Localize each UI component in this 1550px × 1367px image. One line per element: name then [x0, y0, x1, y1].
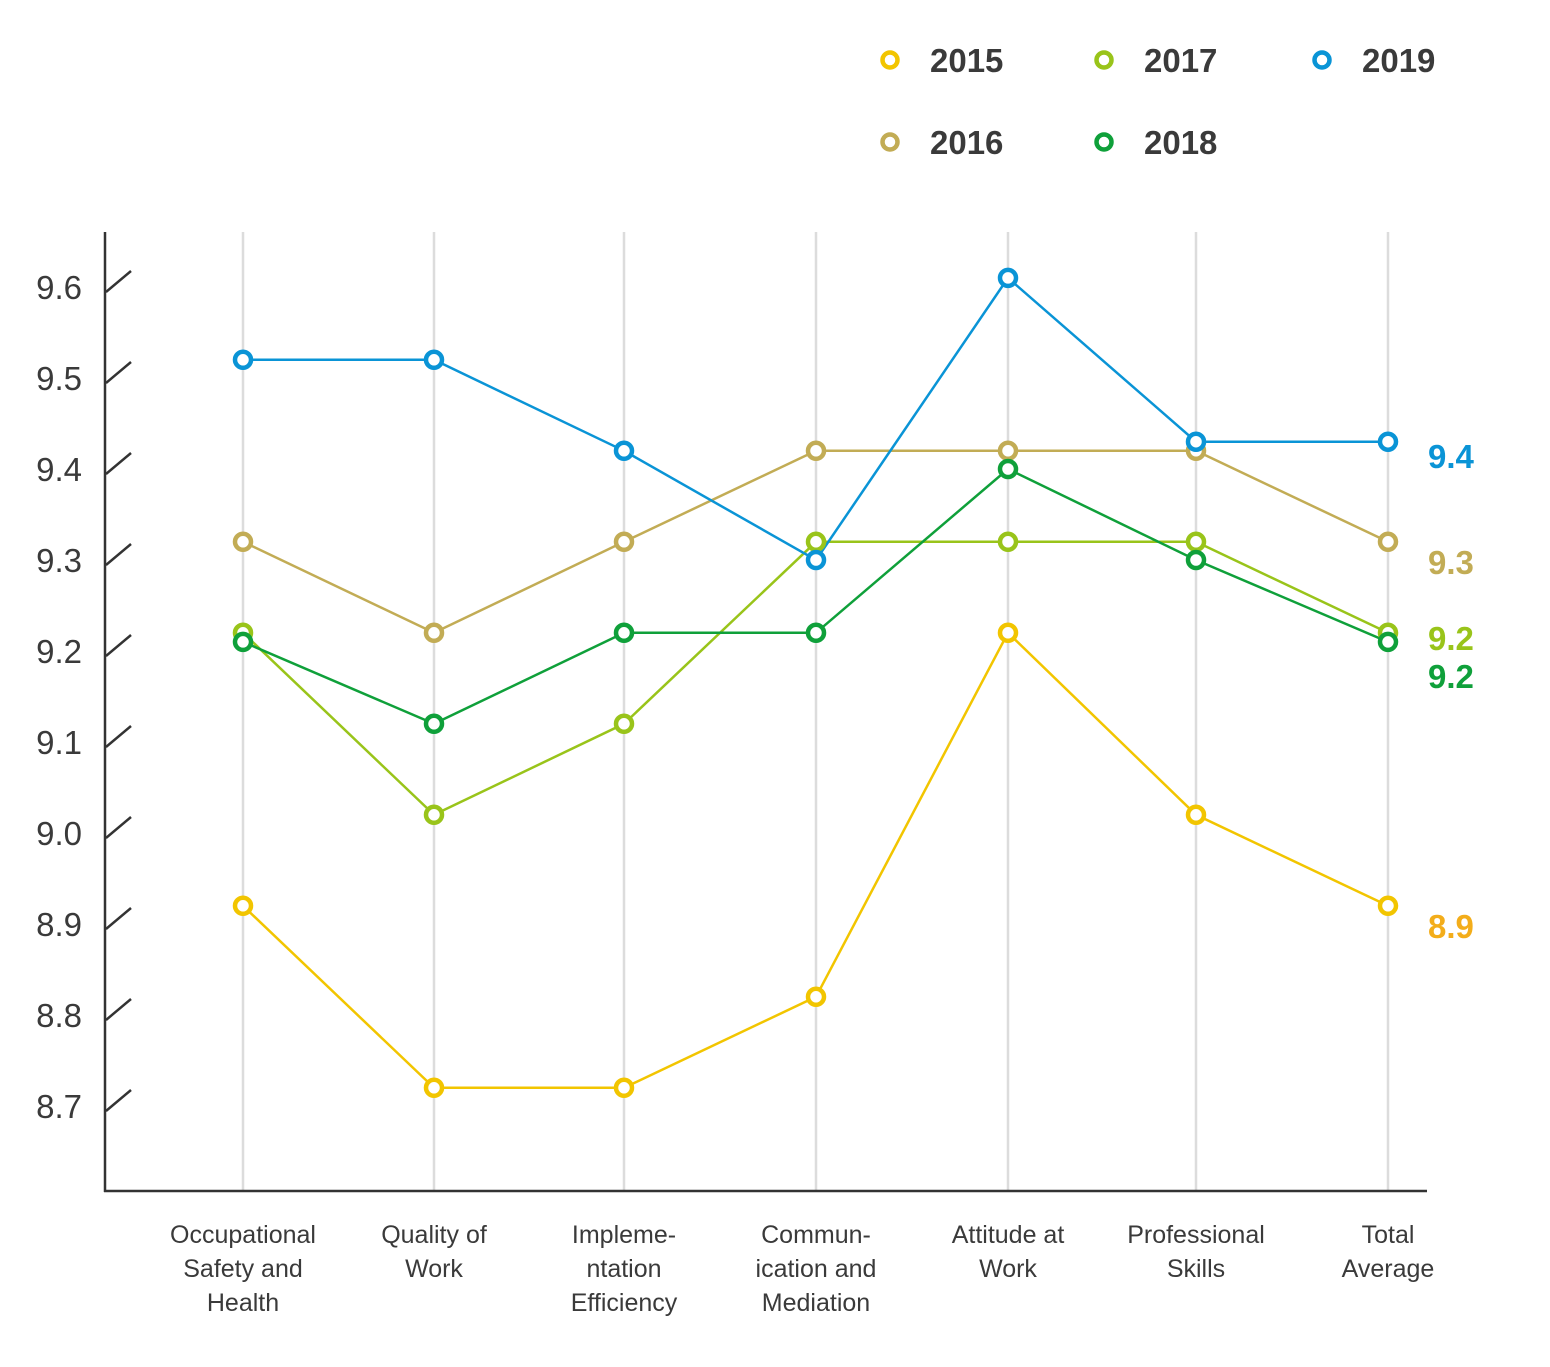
x-category-label-line: Work — [979, 1255, 1037, 1283]
legend-marker-2019 — [1312, 50, 1332, 70]
data-point-2016 — [1377, 531, 1399, 553]
end-label-2018: 9.2 — [1428, 658, 1474, 695]
data-point-2017 — [613, 713, 635, 735]
y-tick-mark — [105, 361, 132, 384]
y-tick-label: 9.2 — [36, 633, 82, 670]
x-category-label-line: Average — [1342, 1255, 1435, 1283]
data-point-2018 — [997, 458, 1019, 480]
data-point-2017 — [805, 531, 827, 553]
data-point-2016 — [232, 531, 254, 553]
data-point-2019 — [997, 267, 1019, 289]
end-label-2015: 8.9 — [1428, 908, 1474, 945]
axes — [103, 232, 1427, 1193]
x-category-label-line: Impleme- — [572, 1221, 676, 1249]
data-point-2018 — [423, 713, 445, 735]
data-point-2019 — [613, 440, 635, 462]
legend-label-2015: 2015 — [930, 42, 1003, 79]
data-point-2019 — [232, 349, 254, 371]
data-point-2018 — [1185, 549, 1207, 571]
y-tick-label: 9.6 — [36, 269, 82, 306]
data-point-2015 — [805, 986, 827, 1008]
x-category-label: Impleme-ntation Efficiency — [571, 1221, 678, 1317]
legend-label-2017: 2017 — [1144, 42, 1217, 79]
data-point-2018 — [232, 631, 254, 653]
x-category-label-line: Occupational — [170, 1221, 316, 1249]
y-axis-ticks: 8.7 8.8 8.9 9.0 9.1 9.2 9.3 9.4 9.5 9.6 — [36, 269, 132, 1125]
y-tick-label: 9.4 — [36, 451, 82, 488]
x-category-label-line: Quality of — [381, 1221, 487, 1249]
data-point-2017 — [1185, 531, 1207, 553]
y-tick-mark — [105, 543, 132, 566]
legend-marker-2015 — [880, 50, 900, 70]
legend-label-2016: 2016 — [930, 124, 1003, 161]
x-category-label-line: Work — [405, 1255, 463, 1283]
legend-marker-2016 — [880, 132, 900, 152]
y-tick-label: 9.3 — [36, 542, 82, 579]
data-point-2016 — [613, 531, 635, 553]
x-category-label-line: Health — [207, 1289, 279, 1317]
x-category-label-line: Safety and — [183, 1255, 303, 1283]
legend-label-2019: 2019 — [1362, 42, 1435, 79]
vertical-gridlines — [241, 232, 1390, 1191]
y-tick-mark — [105, 270, 132, 293]
y-tick-label: 9.1 — [36, 724, 82, 761]
end-label-2017: 9.2 — [1428, 620, 1474, 657]
y-tick-label: 9.5 — [36, 360, 82, 397]
x-category-label: Quality of Work — [381, 1221, 487, 1283]
data-point-2015 — [1185, 804, 1207, 826]
data-point-2018 — [613, 622, 635, 644]
data-point-2015 — [1377, 895, 1399, 917]
data-point-2016 — [997, 440, 1019, 462]
x-category-label-line: ication and — [756, 1255, 877, 1283]
y-tick-mark — [105, 634, 132, 657]
x-category-label-line: Professional — [1127, 1221, 1265, 1249]
data-point-2015 — [423, 1077, 445, 1099]
x-category-label-line: Mediation — [762, 1289, 870, 1317]
x-category-label: Attitude at Work — [952, 1221, 1065, 1283]
data-point-2019 — [805, 549, 827, 571]
data-point-2019 — [1185, 431, 1207, 452]
x-category-label: Commun-ication and Mediation — [756, 1221, 877, 1317]
x-category-label: Total Average — [1342, 1221, 1435, 1283]
y-tick-mark — [105, 452, 132, 475]
data-point-2018 — [1377, 631, 1399, 653]
data-point-2016 — [805, 440, 827, 462]
y-tick-mark — [105, 725, 132, 748]
end-label-2016: 9.3 — [1428, 544, 1474, 581]
y-tick-label: 8.8 — [36, 997, 82, 1034]
data-point-2017 — [423, 804, 445, 826]
x-category-label: Occupational Safety and Health — [170, 1221, 316, 1317]
y-tick-label: 8.7 — [36, 1088, 82, 1125]
y-tick-mark — [105, 998, 132, 1021]
y-tick-mark — [105, 907, 132, 930]
legend-label-2018: 2018 — [1144, 124, 1217, 161]
x-category-label: Professional Skills — [1127, 1221, 1265, 1283]
y-tick-mark — [105, 816, 132, 839]
x-category-label-line: Attitude at — [952, 1221, 1065, 1249]
data-point-2019 — [1377, 431, 1399, 452]
end-label-2019: 9.4 — [1428, 438, 1475, 475]
y-tick-mark — [105, 1089, 132, 1112]
legend: 2015 2016 2017 2018 2019 — [880, 42, 1435, 161]
data-point-2015 — [613, 1077, 635, 1099]
end-value-labels: 8.9 9.3 9.29.2 9.4 — [1428, 438, 1475, 945]
data-point-2018 — [805, 622, 827, 644]
x-axis-labels: Occupational Safety and Health Quality of Wo… — [170, 1221, 1434, 1317]
data-point-2016 — [423, 622, 445, 644]
x-category-label-line: Commun- — [761, 1221, 871, 1249]
series-points — [232, 267, 1399, 1099]
data-point-2015 — [997, 622, 1019, 644]
y-tick-label: 9.0 — [36, 815, 82, 852]
x-category-label-line: Efficiency — [571, 1289, 678, 1317]
data-point-2017 — [997, 531, 1019, 553]
x-category-label-line: Total — [1362, 1221, 1415, 1249]
legend-marker-2017 — [1094, 50, 1114, 70]
x-category-label-line: ntation — [586, 1255, 661, 1283]
data-point-2019 — [423, 349, 445, 371]
legend-marker-2018 — [1094, 132, 1114, 152]
x-category-label-line: Skills — [1167, 1255, 1225, 1283]
data-point-2015 — [232, 895, 254, 917]
y-tick-label: 8.9 — [36, 906, 82, 943]
